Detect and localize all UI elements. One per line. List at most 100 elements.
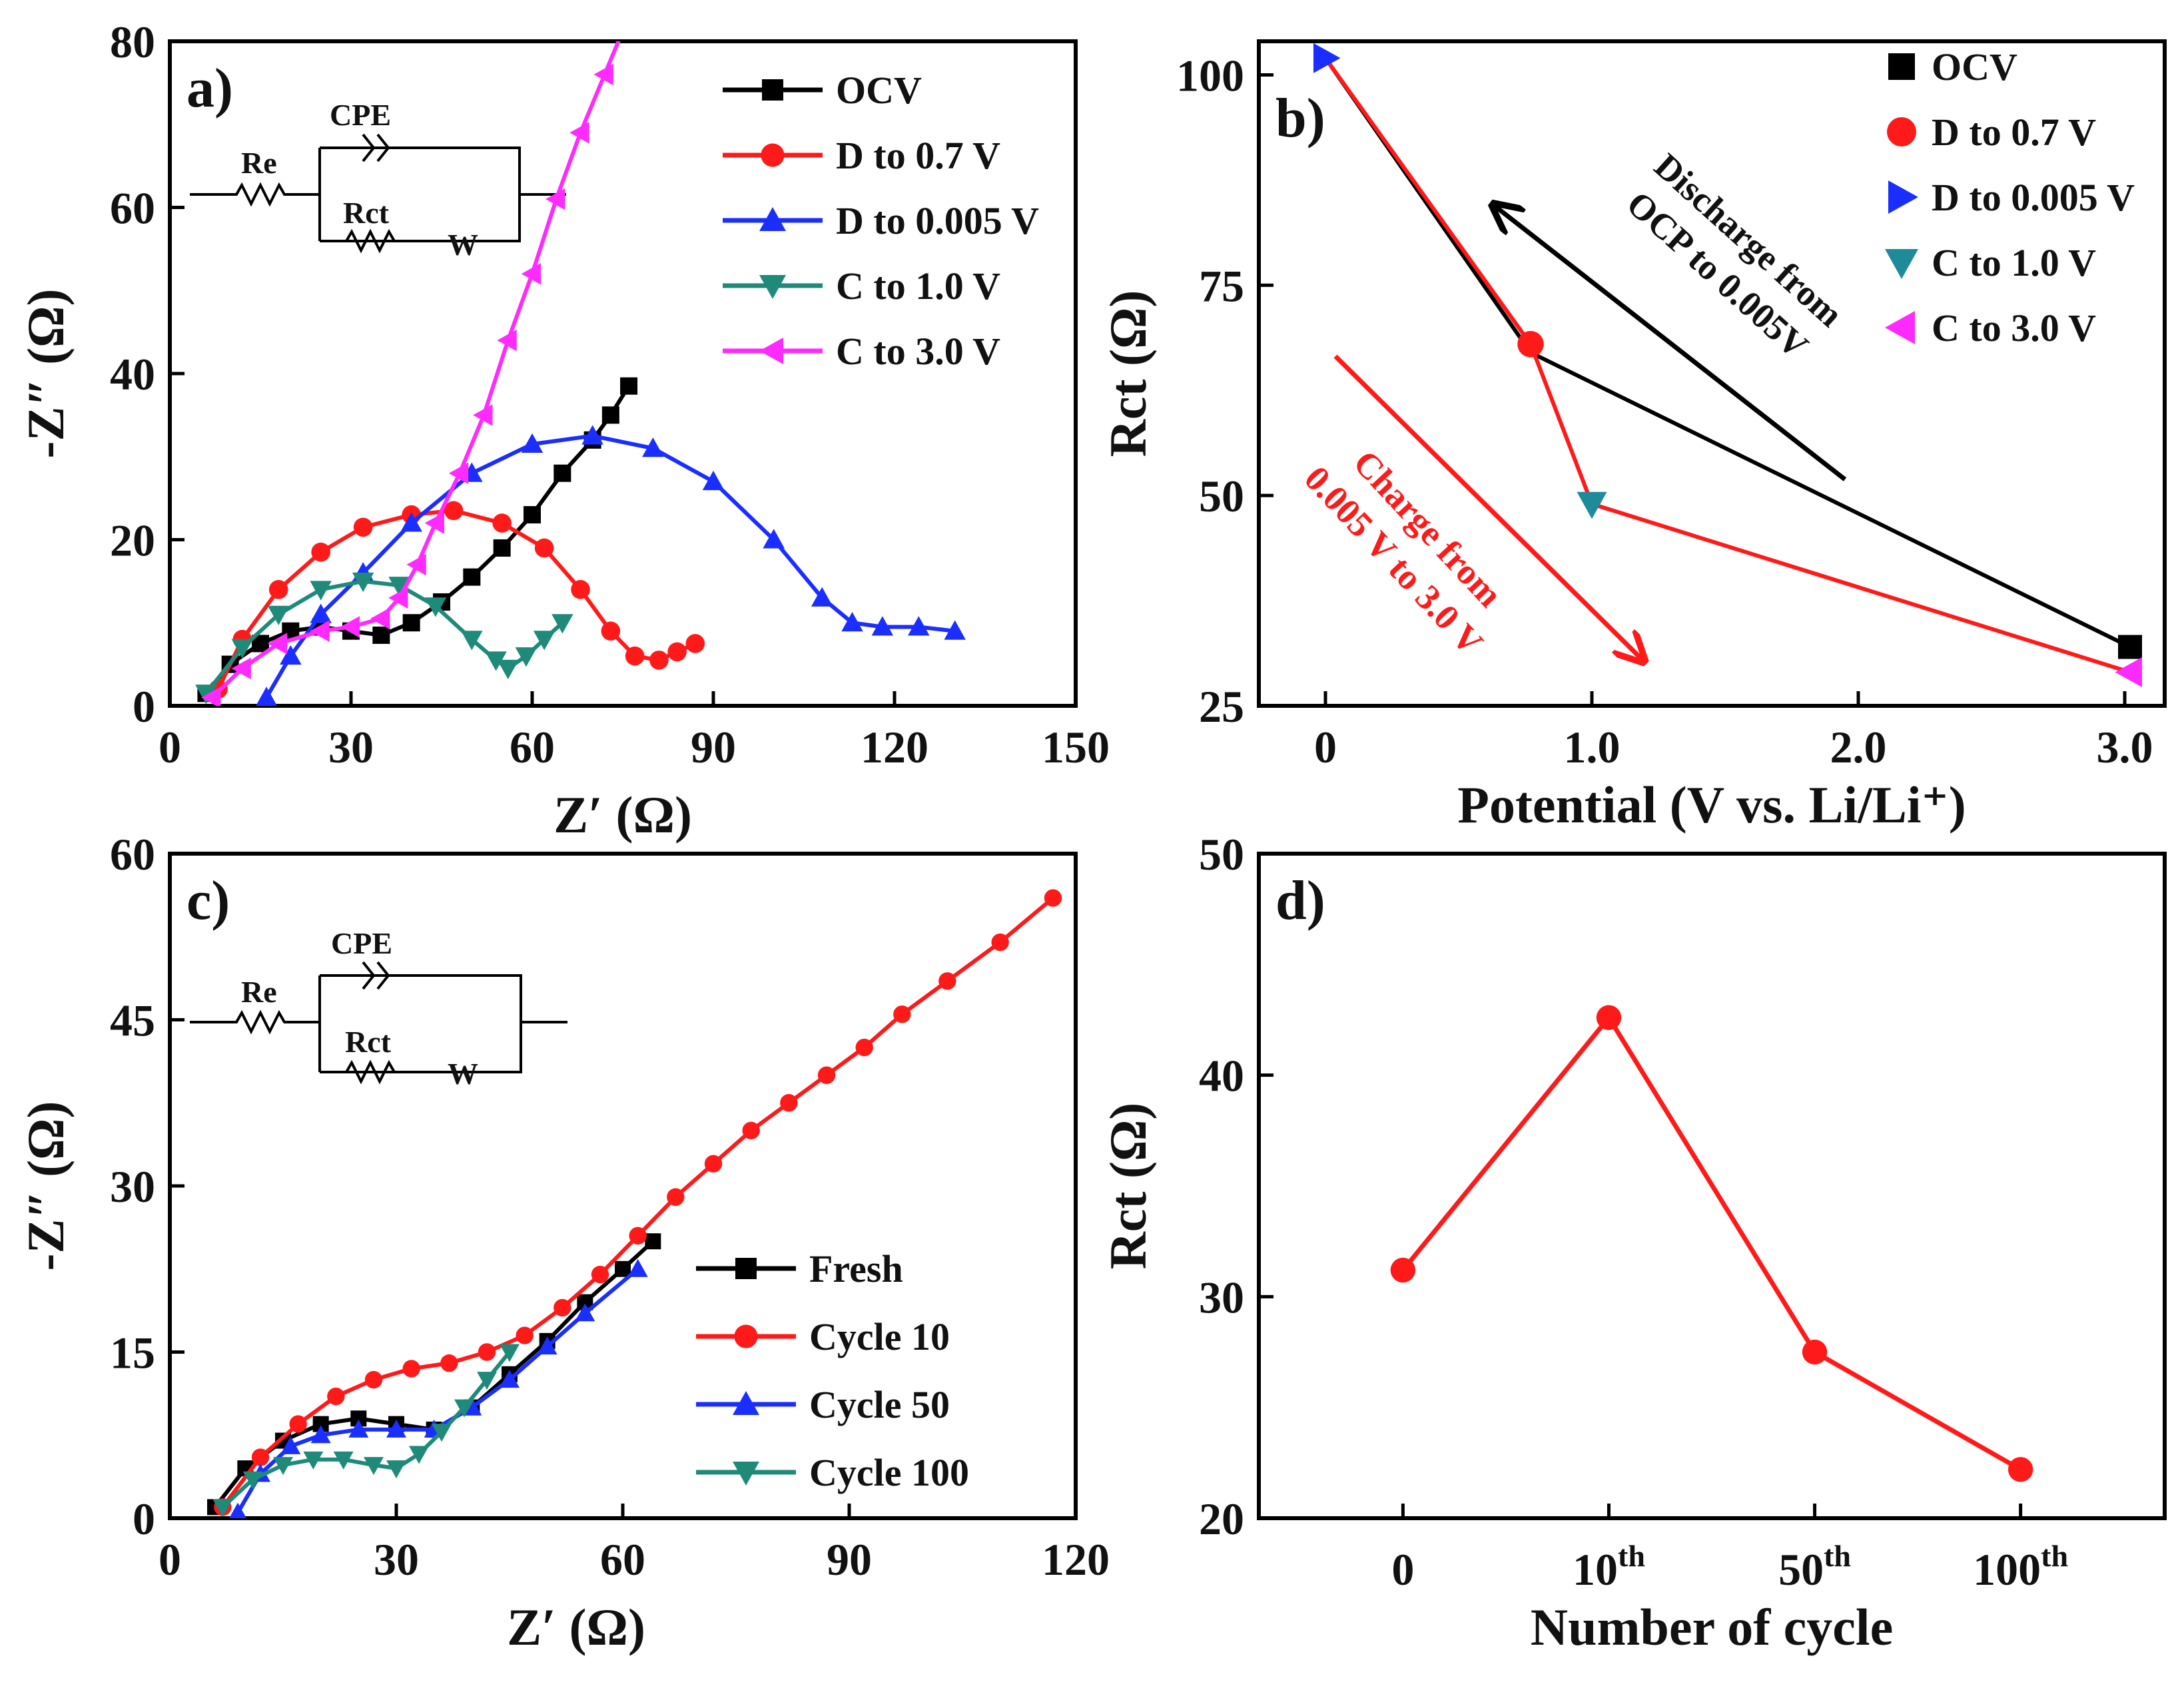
panel-c-cycle-10-point	[742, 1121, 760, 1140]
panel-c-xtick-label: 0	[159, 1534, 181, 1585]
panel-d-rct-point	[1596, 1005, 1622, 1030]
panel-c-cycle-10-point	[893, 1005, 911, 1023]
panel-a-c-to-3-0-v-point	[388, 587, 408, 609]
panel-b-annotations: Discharge from OCP to 0.005V Charge from…	[1297, 146, 1850, 663]
panel-c-xtick-label: 60	[600, 1534, 645, 1585]
panel-a-c-to-3-0-v-point	[406, 553, 426, 576]
panel-a-d-to-0-005-v-point	[763, 529, 785, 549]
panel-c-cycle-10-point	[938, 972, 956, 990]
panel-a-c-to-3-0-v-point	[521, 263, 541, 285]
panel-a-d-to-0-7-v-point	[625, 646, 645, 666]
panel-a-d-to-0-005-v-point	[256, 687, 278, 706]
panel-b-point-c-to-3-0-v	[2115, 657, 2142, 687]
panel-a-d-to-0-005-v-point	[521, 433, 544, 453]
panel-a-ocv-point	[493, 539, 511, 557]
panel-c-cycle-10-point	[629, 1227, 647, 1245]
panel-c-xtick-label: 120	[1042, 1534, 1110, 1585]
panel-a-c-to-1-0-v-point	[497, 659, 519, 680]
panel-a-d-to-0-005-v-point	[841, 612, 863, 632]
panel-a-c-to-3-0-v-point	[473, 404, 493, 426]
panel-a-c-to-1-0-v-point	[267, 605, 290, 626]
panel-a-c-to-3-0-v-point	[448, 462, 469, 484]
panel-b-legend-marker	[1887, 117, 1916, 146]
panel-b-ytick-label: 100	[1176, 51, 1244, 101]
panel-a-xtick-label: 60	[510, 722, 555, 772]
panel-a-c-to-1-0-v-point	[485, 651, 507, 671]
panel-b-xtick-label: 2.0	[1830, 722, 1887, 772]
panel-a-ytick-label: 0	[133, 681, 155, 732]
panel-b-legend-marker	[1888, 180, 1918, 214]
panel-a-legend-marker	[762, 79, 783, 101]
panel-a-ocv-point	[553, 464, 571, 482]
panel-d: d) Number of cycle Rct (Ω) 20 30 40 50 0 10th…	[1099, 829, 2167, 1656]
panel-b-xtick-label: 0	[1314, 722, 1337, 772]
panel-a-circuit-w: W	[448, 228, 478, 262]
panel-a-c-to-3-0-v-point	[546, 188, 565, 210]
panel-a-legend-marker	[761, 143, 785, 167]
panel-c-cycle-10-point	[553, 1298, 571, 1317]
panel-c-cycle-50-point	[627, 1259, 648, 1277]
panel-a-legend-marker	[759, 338, 783, 364]
panel-a-c-to-3-0-v-point	[424, 512, 444, 534]
panel-c-xtick-label: 90	[827, 1534, 872, 1585]
panel-d-rct-point	[1390, 1257, 1416, 1283]
panel-c-cycle-10-point	[251, 1448, 270, 1466]
panel-c-legend-marker	[735, 1258, 757, 1279]
panel-a-legend-marker	[759, 207, 786, 231]
panel-a-c-to-3-0-v-point	[593, 63, 613, 86]
panel-c-ytick-label: 45	[110, 995, 155, 1046]
panel-d-xtick-label: 100th	[1973, 1539, 2068, 1595]
panel-d-ytick-label: 30	[1199, 1272, 1244, 1322]
panel-a-ytick-label: 80	[110, 17, 155, 67]
panel-b-legend-label: C to 1.0 V	[1932, 241, 2096, 284]
panel-c-cycle-10-point	[667, 1188, 685, 1206]
panel-a-ocv-point	[402, 614, 420, 632]
panel-c-legend-label: Fresh	[809, 1247, 903, 1290]
panel-d-rct-point	[2007, 1457, 2033, 1482]
panel-c-cycle-100-point	[432, 1424, 452, 1442]
panel-a-d-to-0-7-v-point	[268, 580, 288, 599]
panel-a-d-to-0-005-v-point	[944, 620, 966, 640]
panel-a-c-to-1-0-v-point	[424, 597, 447, 617]
panel-b-ytick-label: 25	[1199, 681, 1244, 732]
panel-c-cycle-50-point	[229, 1502, 246, 1518]
panel-a-c-to-3-0-v-point	[618, 5, 637, 27]
panel-d-ytick-label: 50	[1199, 829, 1244, 880]
panel-a-c-to-3-0-v-point	[340, 616, 360, 638]
panel-a-c-to-3-0-v-point	[201, 687, 221, 706]
panel-a-c-to-1-0-v-point	[551, 614, 573, 634]
panel-d-rct-point	[1802, 1339, 1828, 1365]
panel-c-legend-label: Cycle 50	[809, 1383, 950, 1426]
panel-b-legend-label: OCV	[1932, 45, 2017, 89]
panel-b-legend-marker	[1888, 53, 1915, 80]
panel-c-legend-label: Cycle 100	[809, 1451, 969, 1494]
panel-a-d-to-0-005-v-point	[581, 425, 603, 445]
panel-a-xtick-label: 90	[691, 722, 736, 772]
panel-a-circuit-rct: Rct	[343, 196, 390, 230]
panel-a-d-to-0-005-v-point	[871, 616, 894, 636]
panel-c-cycle-100-point	[242, 1471, 263, 1490]
panel-a-legend-label: D to 0.005 V	[836, 199, 1039, 242]
panel-b-legend-marker	[1885, 249, 1918, 279]
panel-b-legend-label: D to 0.7 V	[1932, 111, 2096, 154]
panel-c-cycle-10-point	[402, 1360, 420, 1378]
panel-b-plot-frame	[1257, 39, 2167, 708]
panel-c-cycle-100-point	[273, 1457, 293, 1476]
panel-c-circuit-rct: Rct	[345, 1025, 392, 1059]
panel-d-xlabel: Number of cycle	[1531, 1598, 1893, 1656]
panel-a: a) Z′ (Ω) -Z″ (Ω) Re CPE Rct W 0 30 60 90 12…	[17, 5, 1110, 844]
panel-a-c-to-3-0-v-point	[569, 121, 589, 144]
panel-a-d-to-0-005-v-point	[310, 603, 332, 623]
panel-a-c-to-1-0-v-point	[310, 581, 332, 601]
panel-a-xtick-label: 120	[861, 722, 928, 772]
panel-c-cycle-50-point	[575, 1303, 595, 1322]
panel-a-d-to-0-005-v-point	[400, 512, 422, 532]
charge-arrow	[1333, 354, 1642, 659]
panel-a-d-to-0-7-v-point	[685, 634, 705, 653]
panel-a-d-to-0-005-v-point	[642, 437, 664, 457]
panel-a-circuit-re: Re	[241, 146, 277, 180]
panel-c-cycle-100-point	[212, 1499, 233, 1518]
panel-c-legend-label: Cycle 10	[809, 1315, 950, 1358]
panel-a-d-to-0-005-v-point	[702, 470, 725, 491]
panel-a-d-to-0-005-v-point	[811, 587, 833, 607]
